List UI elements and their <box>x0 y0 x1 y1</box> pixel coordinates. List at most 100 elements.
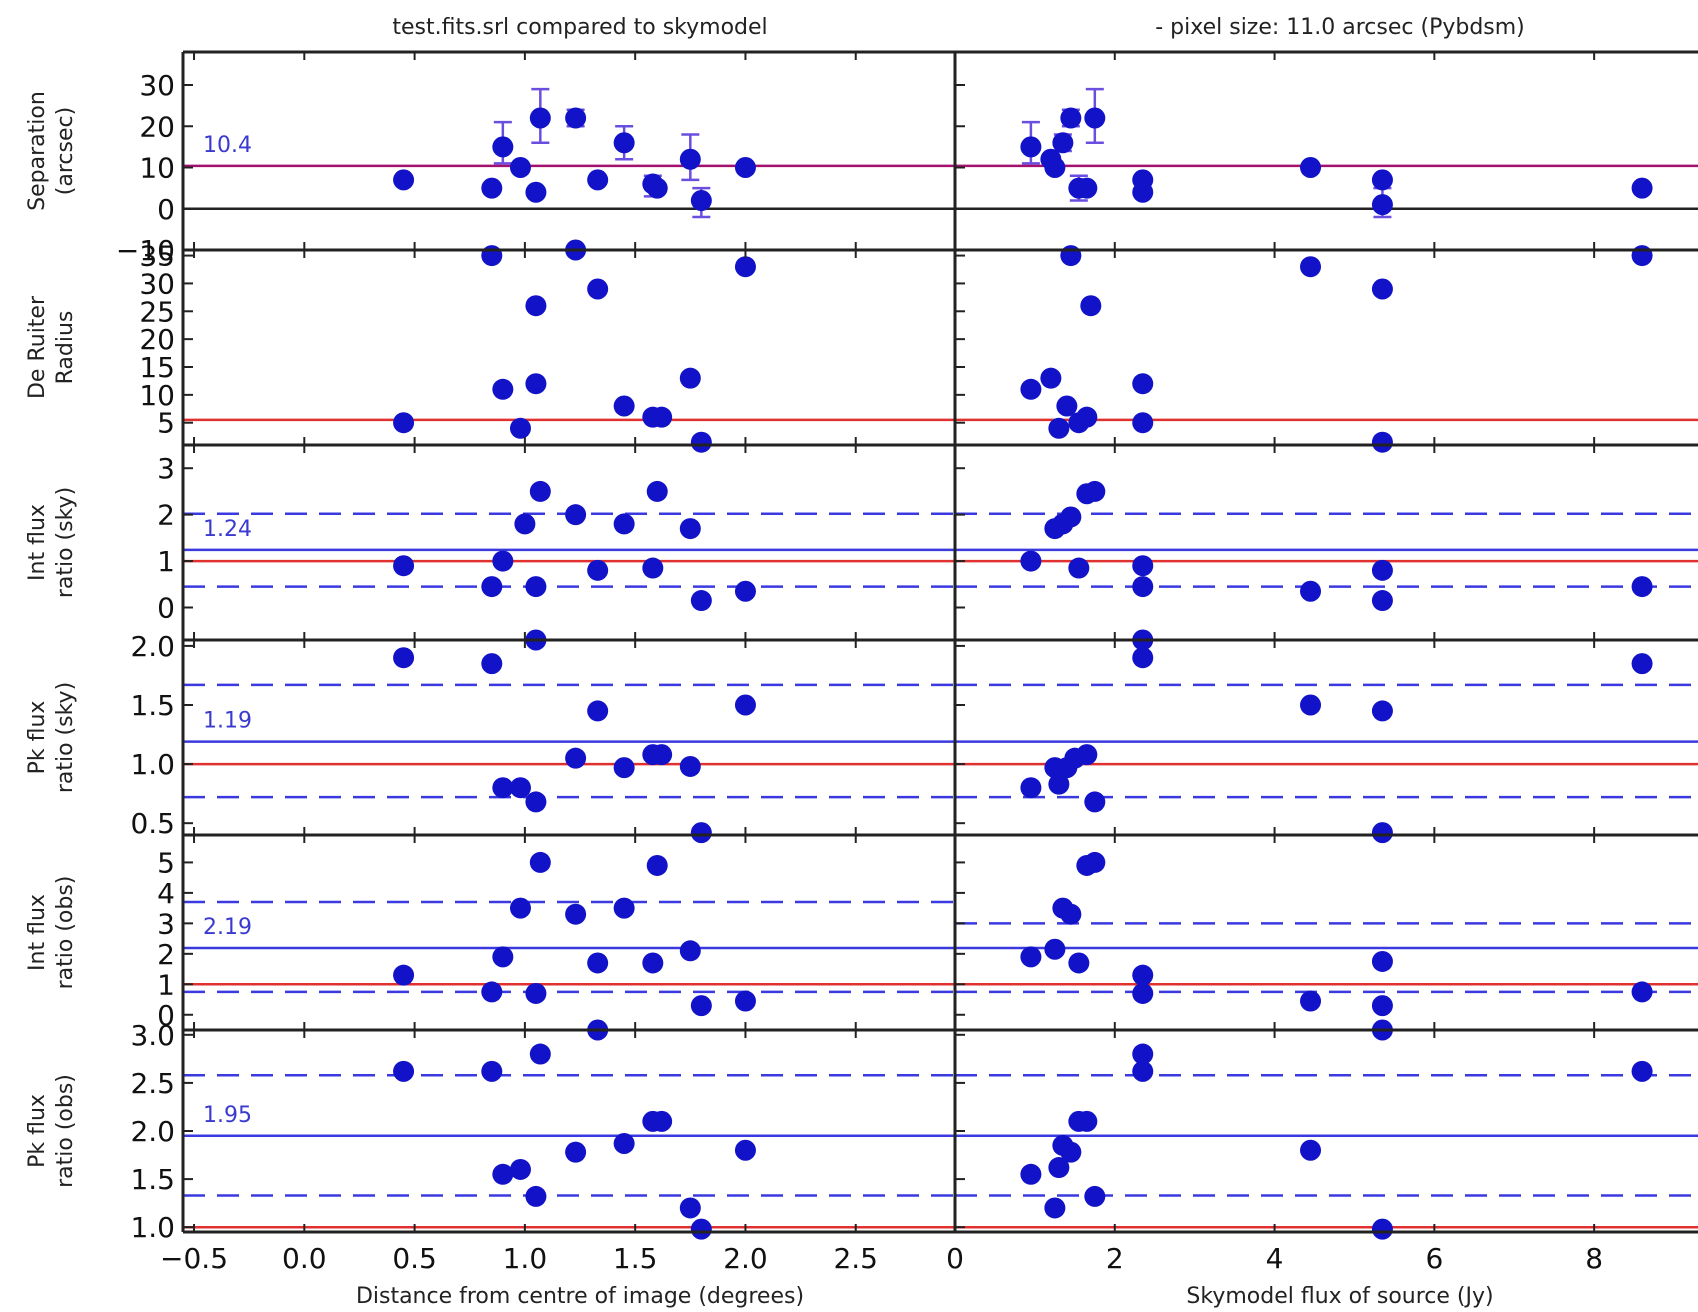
data-point-right <box>1020 777 1042 799</box>
x-tick-label-left: 1.5 <box>613 1242 658 1275</box>
data-point-right <box>1060 107 1082 129</box>
data-point-left <box>529 1043 551 1065</box>
data-point-left <box>679 940 701 962</box>
data-point-left <box>525 1185 547 1207</box>
data-point-left <box>679 518 701 540</box>
data-point-right <box>1371 169 1393 191</box>
data-point-right <box>1044 938 1066 960</box>
y-tick-label: 3.0 <box>130 1019 175 1052</box>
data-point-left <box>613 132 635 154</box>
data-point-right <box>1084 480 1106 502</box>
data-point-left <box>529 107 551 129</box>
data-point-left <box>509 777 531 799</box>
data-point-right <box>1076 406 1098 428</box>
y-axis-label-line: Int flux <box>25 894 50 971</box>
x-tick-label-left: 1.0 <box>503 1242 548 1275</box>
data-point-right <box>1020 378 1042 400</box>
data-point-right <box>1300 1139 1322 1161</box>
x-tick-label-right: 0 <box>946 1242 964 1275</box>
data-point-right <box>1132 1043 1154 1065</box>
data-point-left <box>734 990 756 1012</box>
data-point-left <box>690 590 712 612</box>
data-point-left <box>679 148 701 170</box>
data-point-left <box>525 373 547 395</box>
data-point-right <box>1060 1141 1082 1163</box>
x-tick-label-right: 4 <box>1266 1242 1284 1275</box>
data-point-left <box>565 107 587 129</box>
panel-row-3: 0.5 1.0 1.5 2.0 1.19 Pk flux ratio (sky) <box>25 629 1698 844</box>
y-tick-label: 1.5 <box>130 1163 175 1196</box>
data-point-right <box>1068 557 1090 579</box>
y-axis-label: Int flux ratio (sky) <box>25 487 78 598</box>
data-point-left <box>565 747 587 769</box>
data-point-left <box>587 559 609 581</box>
data-point-left <box>509 897 531 919</box>
data-point-left <box>734 157 756 178</box>
chart-title-left: test.fits.srl compared to skymodel <box>392 15 767 40</box>
data-point-left <box>613 757 635 779</box>
panel-row-2: 0 1 2 3 1.24 Int flux ratio (sky) <box>25 443 1698 642</box>
data-point-left <box>492 777 514 799</box>
y-axis-label-line: ratio (obs) <box>53 876 78 990</box>
data-point-left <box>525 295 547 317</box>
y-axis-label-line: Int flux <box>25 504 50 581</box>
data-point-right <box>1080 295 1102 317</box>
chart-titles: test.fits.srl compared to skymodel - pix… <box>392 15 1524 40</box>
y-tick-label: 20 <box>139 323 175 356</box>
data-point-left <box>587 700 609 722</box>
data-point-left <box>393 964 415 986</box>
data-point-right <box>1076 1110 1098 1132</box>
data-point-right <box>1300 990 1322 1012</box>
data-point-right <box>1132 555 1154 577</box>
data-point-right <box>1048 1157 1070 1179</box>
x-tick-label-right: 2 <box>1106 1242 1124 1275</box>
mean-annotation: 1.24 <box>203 517 252 542</box>
y-tick-label: 3 <box>157 452 175 485</box>
y-tick-label: 2 <box>157 499 175 532</box>
y-tick-label: 3 <box>157 907 175 940</box>
y-axis-label-line: Pk flux <box>25 701 50 775</box>
y-tick-label: 30 <box>139 267 175 300</box>
y-tick-label: 0 <box>157 999 175 1032</box>
y-axis-label-line: (arcsec) <box>53 107 78 195</box>
data-point-right <box>1084 851 1106 873</box>
data-point-right <box>1132 982 1154 1004</box>
y-axis-label-line: ratio (obs) <box>53 1074 78 1188</box>
data-point-left <box>525 982 547 1004</box>
panel-row-5: 1.0 1.5 2.0 2.5 3.0 1.95 Pk flux ratio (obs) <box>25 1019 1698 1244</box>
data-point-left <box>734 1139 756 1161</box>
x-axis-label-left: Distance from centre of image (degrees) <box>356 1284 804 1309</box>
data-point-left <box>734 580 756 602</box>
data-point-right <box>1371 194 1393 216</box>
data-point-left <box>565 903 587 925</box>
y-axis-label: De Ruiter Radius <box>25 295 78 399</box>
data-point-left <box>587 952 609 974</box>
y-axis-label: Pk flux ratio (sky) <box>25 682 78 793</box>
data-point-left <box>393 647 415 669</box>
y-tick-label: 0 <box>157 193 175 226</box>
mean-annotation: 1.19 <box>203 709 252 734</box>
data-point-left <box>509 157 531 178</box>
data-point-right <box>1371 950 1393 972</box>
data-point-right <box>1020 1163 1042 1185</box>
data-point-left <box>587 278 609 300</box>
data-point-left <box>393 555 415 577</box>
data-point-left <box>492 946 514 968</box>
x-axis-label-right: Skymodel flux of source (Jy) <box>1186 1284 1493 1309</box>
x-tick-label-left: 2.5 <box>833 1242 878 1275</box>
data-point-left <box>690 431 712 453</box>
data-point-right <box>1371 590 1393 612</box>
data-point-left <box>690 190 712 211</box>
data-point-right <box>1052 132 1074 154</box>
y-tick-label: 1.0 <box>130 1211 175 1244</box>
data-point-right <box>1371 700 1393 722</box>
data-point-left <box>492 378 514 400</box>
x-tick-labels: −0.5 0.0 0.5 1.0 1.5 2.0 2.5 0 2 4 6 8 <box>160 1242 1603 1275</box>
data-point-right <box>1300 157 1322 178</box>
x-tick-label-left: 0.0 <box>282 1242 327 1275</box>
data-point-left <box>481 245 503 267</box>
data-point-right <box>1132 576 1154 598</box>
y-tick-label: 2.0 <box>130 1115 175 1148</box>
